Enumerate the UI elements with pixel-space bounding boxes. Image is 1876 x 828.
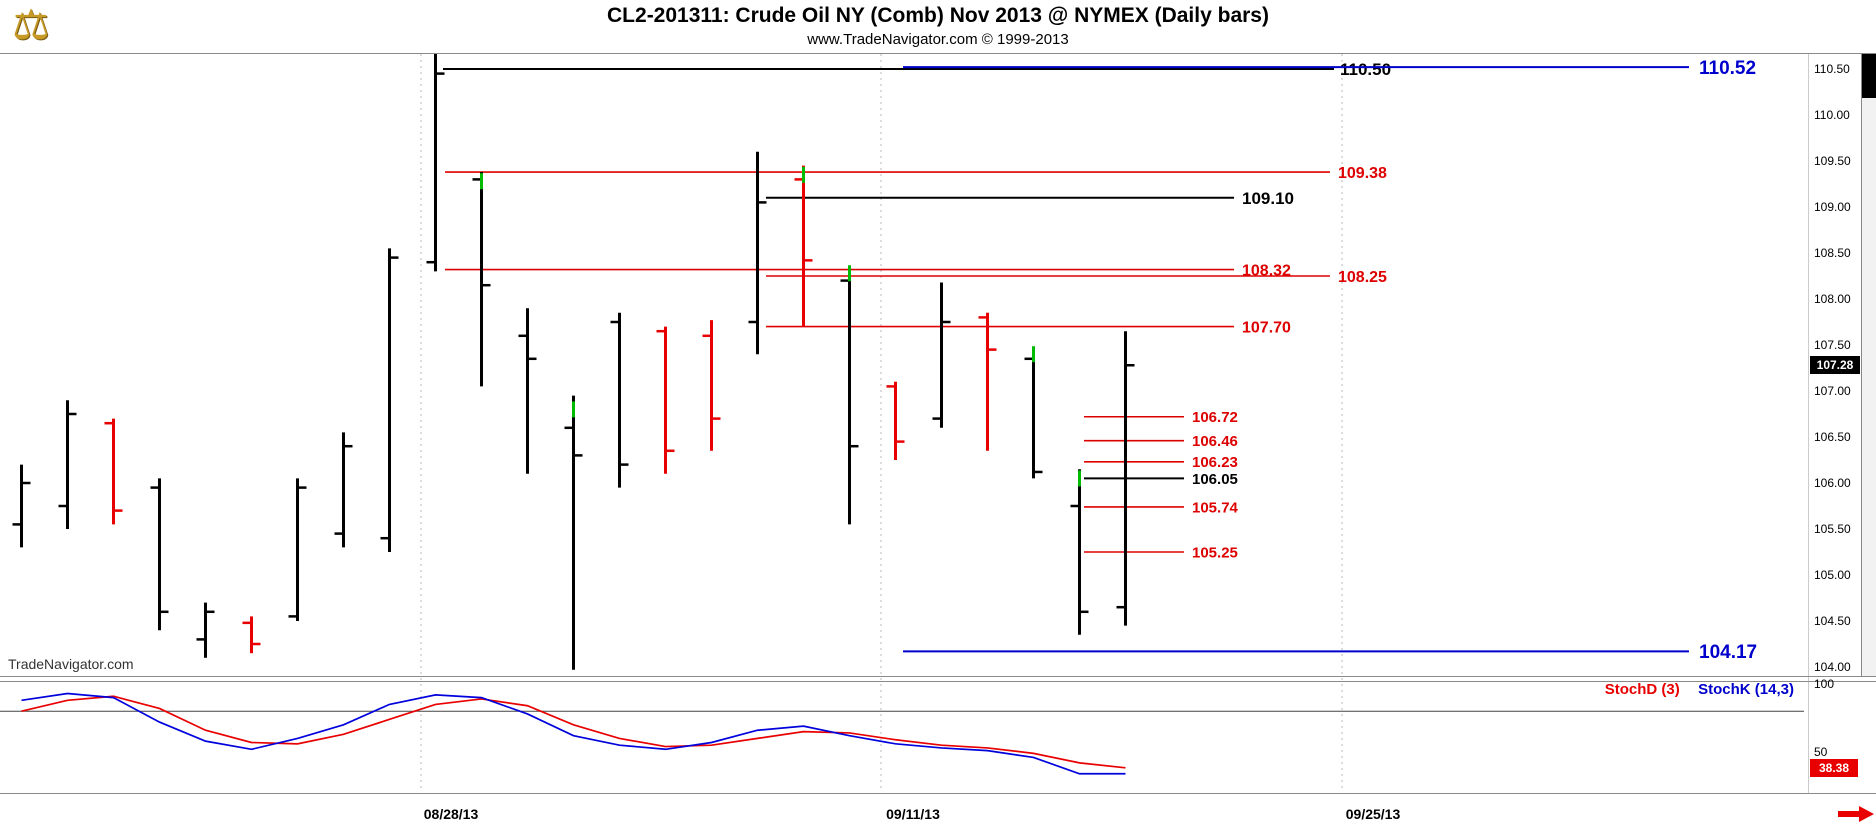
price-axis-tick: 108.50 bbox=[1814, 246, 1851, 260]
stoch-value-badge: 38.38 bbox=[1810, 759, 1858, 777]
date-axis-label: 09/25/13 bbox=[1345, 806, 1401, 822]
chart-top-border bbox=[0, 53, 1876, 54]
date-axis-label: 09/11/13 bbox=[886, 806, 940, 822]
level-label-105.25: 105.25 bbox=[1192, 544, 1238, 561]
chart-title: CL2-201311: Crude Oil NY (Comb) Nov 2013… bbox=[607, 4, 1269, 27]
stochk-line bbox=[21, 692, 1126, 775]
price-axis-tick: 106.00 bbox=[1814, 476, 1851, 490]
level-label-108.32: 108.32 bbox=[1242, 262, 1291, 279]
price-axis-tick: 108.00 bbox=[1814, 292, 1851, 306]
indicator-legend: StochD (3) StochK (14,3) bbox=[0, 681, 1804, 699]
scrollbar-thumb[interactable] bbox=[1862, 54, 1876, 98]
level-label-106.46: 106.46 bbox=[1192, 433, 1238, 450]
price-axis-tick: 110.00 bbox=[1814, 108, 1850, 122]
scroll-right-arrow-icon[interactable] bbox=[1838, 806, 1874, 827]
stoch-panel-bottom-border bbox=[0, 793, 1876, 794]
price-axis-tick: 107.00 bbox=[1814, 384, 1851, 398]
price-axis-tick: 109.00 bbox=[1814, 200, 1851, 214]
stoch-axis-tick: 50 bbox=[1814, 745, 1828, 759]
level-label-110.50: 110.50 bbox=[1340, 60, 1391, 79]
level-label-105.74: 105.74 bbox=[1192, 499, 1239, 516]
price-axis-tick: 107.50 bbox=[1814, 338, 1851, 352]
level-label-106.23: 106.23 bbox=[1192, 454, 1238, 471]
price-axis-tick: 104.00 bbox=[1814, 660, 1851, 674]
level-label-106.05: 106.05 bbox=[1192, 471, 1238, 488]
price-axis-tick: 109.50 bbox=[1814, 154, 1851, 168]
stochd-label: StochD (3) bbox=[1604, 681, 1680, 698]
stoch-panel-top-border bbox=[0, 681, 1876, 682]
watermark: TradeNavigator.com bbox=[8, 656, 134, 672]
tradenavigator-logo: ⚖ bbox=[6, 0, 56, 52]
price-axis-tick: 105.00 bbox=[1814, 568, 1851, 582]
level-label-109.10: 109.10 bbox=[1242, 189, 1294, 208]
price-axis-tick: 110.50 bbox=[1814, 62, 1850, 76]
level-label-107.70: 107.70 bbox=[1242, 319, 1291, 336]
axis-separator bbox=[1808, 53, 1809, 793]
price-axis-tick: 106.50 bbox=[1814, 430, 1851, 444]
price-panel-bottom-border bbox=[0, 676, 1876, 677]
scales-icon: ⚖ bbox=[12, 1, 50, 48]
stochd-line bbox=[21, 695, 1126, 769]
vertical-scrollbar[interactable] bbox=[1861, 54, 1876, 676]
stochk-label: StochK (14,3) bbox=[1698, 681, 1794, 698]
level-label-106.72: 106.72 bbox=[1192, 409, 1238, 426]
date-axis-label: 08/28/13 bbox=[423, 806, 479, 822]
level-label-110.52: 110.52 bbox=[1699, 58, 1756, 79]
current-price-badge: 107.28 bbox=[1810, 356, 1860, 374]
level-label-104.17: 104.17 bbox=[1699, 642, 1757, 663]
level-label-109.38: 109.38 bbox=[1338, 165, 1387, 182]
level-label-108.25: 108.25 bbox=[1338, 269, 1387, 286]
price-axis-tick: 104.50 bbox=[1814, 614, 1851, 628]
chart-subtitle: www.TradeNavigator.com © 1999-2013 bbox=[807, 31, 1069, 48]
stoch-axis-tick: 100 bbox=[1814, 677, 1835, 691]
price-axis-tick: 105.50 bbox=[1814, 522, 1851, 536]
